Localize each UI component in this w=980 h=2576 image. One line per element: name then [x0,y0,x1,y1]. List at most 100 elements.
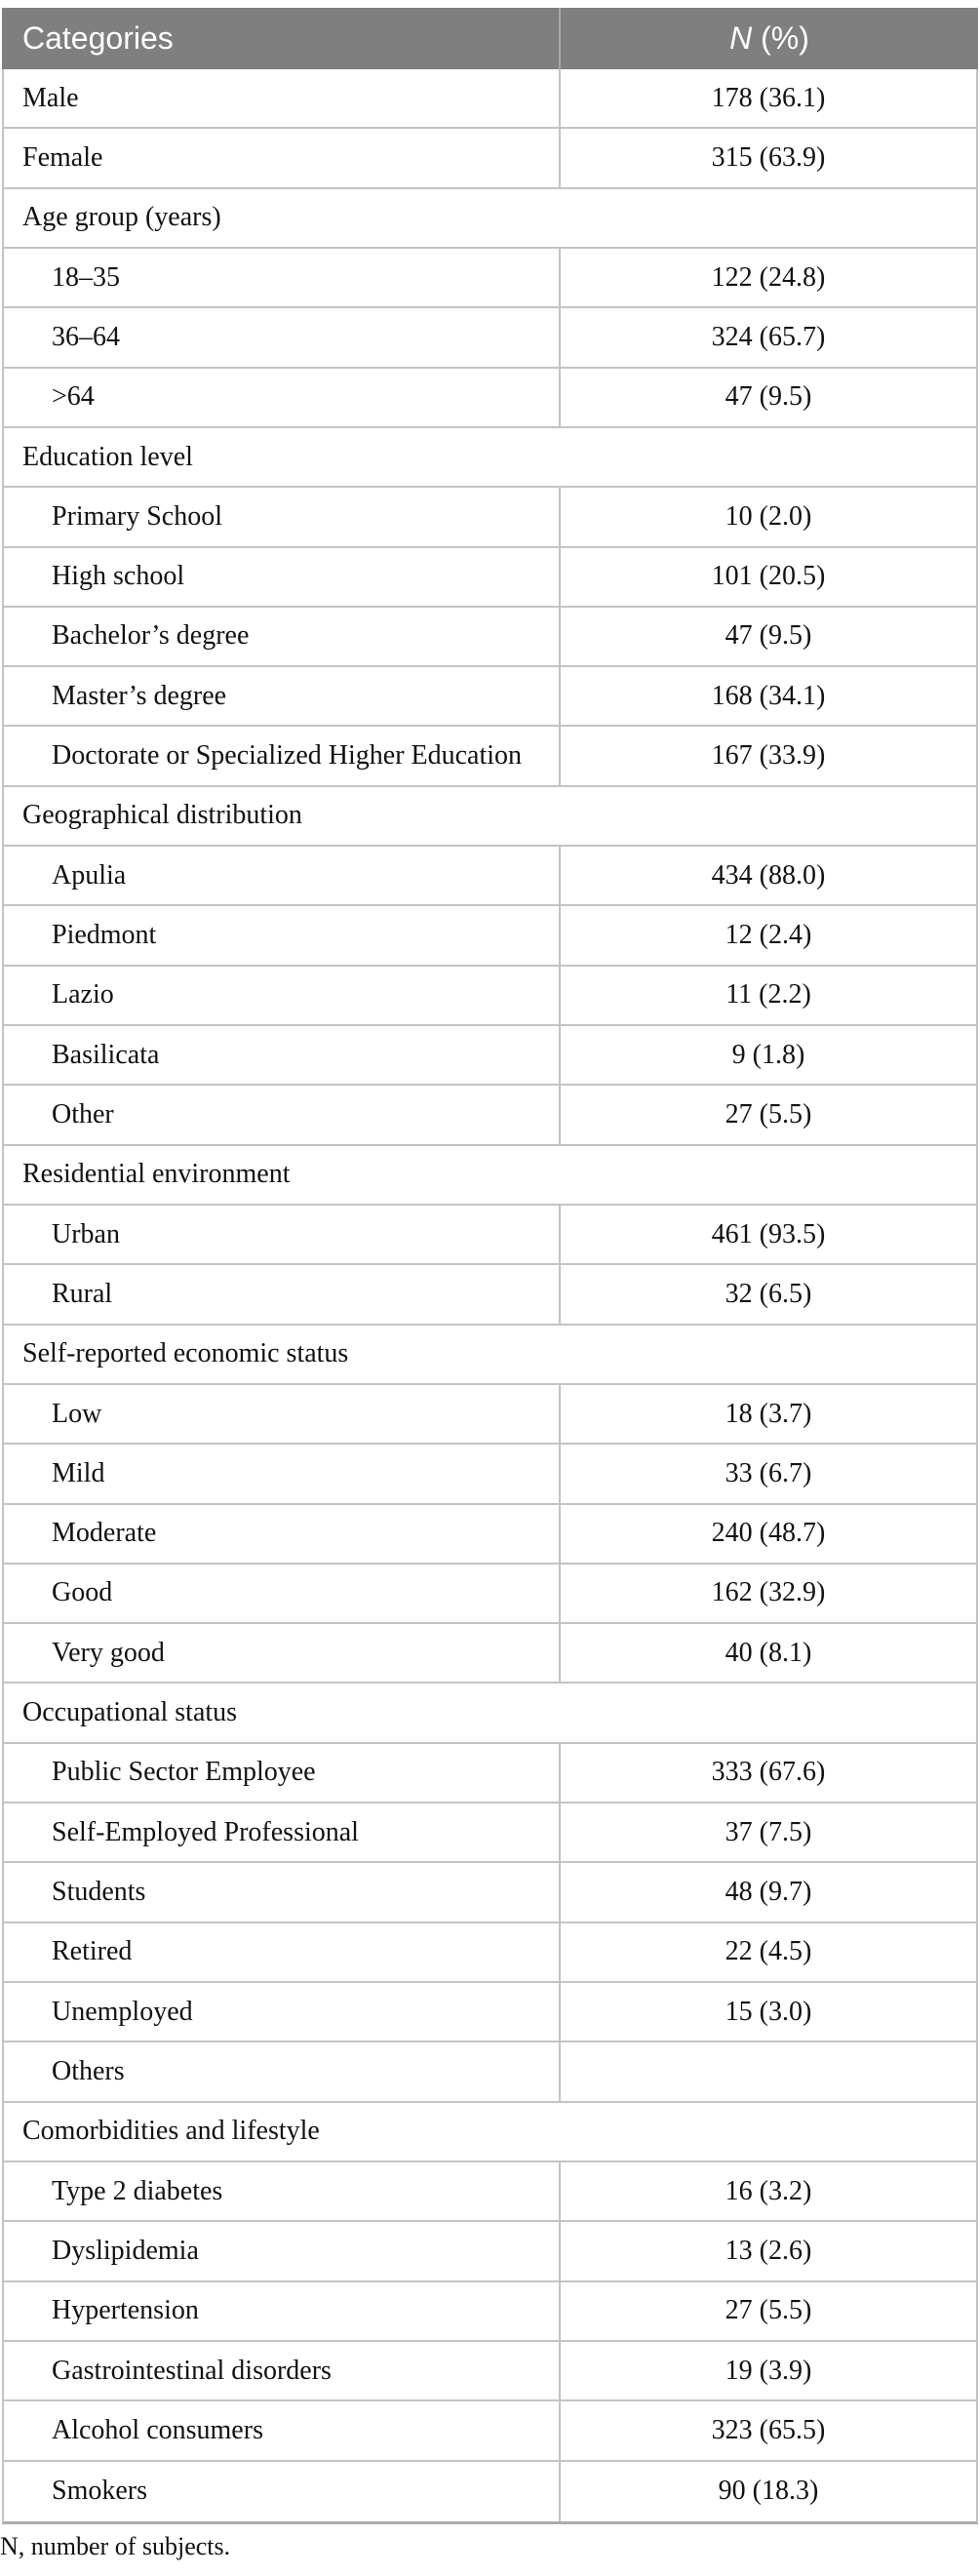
row-value: 162 (32.9) [711,1577,826,1608]
percent-label: (%) [752,20,809,56]
row-value: 16 (3.2) [725,2175,812,2206]
row-label: 18–35 [4,248,561,307]
row-value [561,2042,976,2100]
table-row: Male 178 (36.1) [4,69,976,130]
table-body: Male 178 (36.1) Female 315 (63.9) Age gr… [2,69,978,2524]
row-value: 168 (34.1) [711,680,826,711]
table-row: Very good 40 (8.1) [4,1624,976,1684]
row-value: 32 (6.5) [725,1278,812,1309]
table-row: Alcohol consumers 323 (65.5) [4,2401,976,2462]
row-value: 434 (88.0) [711,859,826,891]
demographics-table: Categories N (%) Male 178 (36.1) Female … [2,8,978,2524]
row-label: Smokers [4,2461,561,2521]
table-row: Mild 33 (6.7) [4,1445,976,1505]
table-footnote: N, number of subjects. [0,2532,231,2560]
table-row: Piedmont 12 (2.4) [4,906,976,967]
table-row: Moderate 240 (48.7) [4,1504,976,1565]
row-label: High school [4,547,561,606]
row-label: Apulia [4,847,561,905]
row-label: Male [4,69,561,128]
section-label: Age group (years) [22,202,221,233]
table-row: Urban 461 (93.5) [4,1205,976,1266]
section-label: Occupational status [22,1697,238,1728]
row-label: Students [4,1863,561,1922]
table-row: Bachelor’s degree 47 (9.5) [4,607,976,668]
row-value: 27 (5.5) [725,1098,812,1129]
row-label: Rural [4,1265,561,1324]
n-label: N [729,20,753,56]
row-label: Type 2 diabetes [4,2161,561,2221]
table-row: Apulia 434 (88.0) [4,847,976,907]
row-label: Urban [4,1205,561,1264]
row-label: Master’s degree [4,667,561,726]
row-label: Public Sector Employee [4,1743,561,1803]
row-value: 323 (65.5) [711,2414,826,2445]
table-row: Public Sector Employee 333 (67.6) [4,1743,976,1804]
row-label: Unemployed [4,1983,561,2041]
table-row: Master’s degree 168 (34.1) [4,667,976,728]
row-value: 48 (9.7) [725,1877,812,1908]
row-label: Bachelor’s degree [4,607,561,666]
table-row: Unemployed 15 (3.0) [4,1983,976,2043]
row-label: 36–64 [4,308,561,367]
column-header-n-percent: N (%) [561,8,978,69]
table-row: Students 48 (9.7) [4,1863,976,1923]
table-row: Type 2 diabetes 16 (3.2) [4,2161,976,2223]
table-row: Good 162 (32.9) [4,1564,976,1625]
row-value: 315 (63.9) [711,141,826,173]
row-value: 333 (67.6) [711,1757,826,1788]
table-section-row: Residential environment [4,1145,976,1206]
table-section-row: Occupational status [4,1684,976,1744]
row-value: 178 (36.1) [711,82,826,113]
row-value: 40 (8.1) [725,1637,812,1668]
table-section-row: Age group (years) [4,188,976,249]
row-value: 11 (2.2) [725,979,811,1011]
table-section-row: Self-reported economic status [4,1325,976,1385]
section-label: Geographical distribution [22,800,302,831]
row-label: Mild [4,1445,561,1503]
column-header-categories: Categories [2,8,561,69]
row-label: Good [4,1564,561,1623]
table-row: Primary School 10 (2.0) [4,488,976,548]
table-row: Retired 22 (4.5) [4,1922,976,1983]
section-label: Education level [22,441,193,472]
row-label: Low [4,1384,561,1444]
table-row: Self-Employed Professional 37 (7.5) [4,1803,976,1864]
row-label: Piedmont [4,906,561,965]
table-row: Others [4,2042,976,2103]
table-section-row: Geographical distribution [4,786,976,848]
table-row: Low 18 (3.7) [4,1384,976,1446]
table-section-row: Education level [4,427,976,489]
row-value: 22 (4.5) [725,1936,812,1967]
row-value: 15 (3.0) [725,1996,812,2027]
row-label: Dyslipidemia [4,2222,561,2280]
table-row: Female 315 (63.9) [4,129,976,189]
table-row: Gastrointestinal disorders 19 (3.9) [4,2341,976,2402]
row-label: Other [4,1086,561,1144]
table-row: Lazio 11 (2.2) [4,966,976,1026]
table-row: Dyslipidemia 13 (2.6) [4,2222,976,2282]
table-row: Rural 32 (6.5) [4,1265,976,1326]
row-value: 37 (7.5) [725,1816,812,1847]
row-label: Lazio [4,966,561,1024]
row-label: Primary School [4,488,561,546]
row-label: Hypertension [4,2281,561,2340]
table-row: Hypertension 27 (5.5) [4,2281,976,2342]
table-header-row: Categories N (%) [2,8,978,69]
table-row: >64 47 (9.5) [4,368,976,428]
section-label: Self-reported economic status [22,1338,349,1369]
row-value: 90 (18.3) [718,2476,819,2507]
row-label: Doctorate or Specialized Higher Educatio… [4,727,561,785]
table-row: Basilicata 9 (1.8) [4,1026,976,1087]
row-value: 19 (3.9) [725,2355,812,2386]
row-label: Moderate [4,1504,561,1563]
row-label: Others [4,2042,561,2101]
table-row: Smokers 90 (18.3) [4,2461,976,2521]
row-value: 18 (3.7) [725,1398,812,1429]
row-label: Gastrointestinal disorders [4,2341,561,2400]
table-row: 36–64 324 (65.7) [4,308,976,369]
table-section-row: Comorbidities and lifestyle [4,2102,976,2162]
row-value: 47 (9.5) [725,381,812,413]
row-label: Retired [4,1922,561,1981]
row-label: Very good [4,1624,561,1683]
